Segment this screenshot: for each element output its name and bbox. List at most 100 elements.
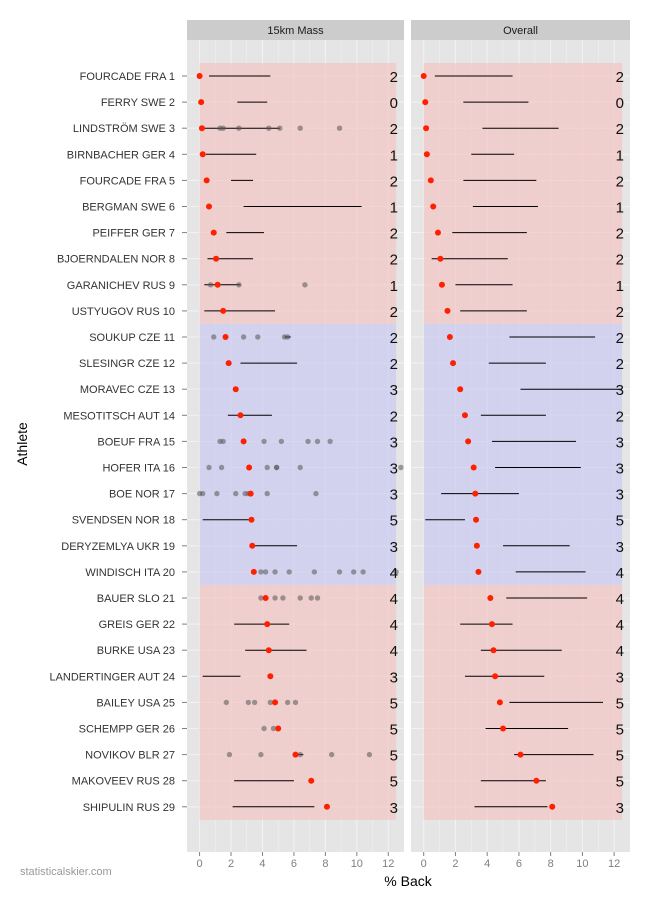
count-label: 2 <box>616 330 624 347</box>
count-label: 2 <box>616 173 624 190</box>
facet-strip <box>411 20 630 40</box>
count-label: 5 <box>616 774 624 791</box>
current-result-point <box>198 99 205 106</box>
past-result-point <box>327 438 333 445</box>
past-result-point <box>336 125 343 131</box>
count-label: 1 <box>390 278 398 295</box>
count-label: 3 <box>390 382 398 399</box>
count-label: 2 <box>390 356 398 373</box>
current-result-point <box>450 360 457 367</box>
x-tick-label: 0 <box>421 858 427 870</box>
past-result-point <box>292 699 299 706</box>
past-result-point <box>297 464 303 471</box>
past-result-point <box>297 751 303 758</box>
current-result-point <box>475 568 482 575</box>
count-label: 4 <box>616 643 624 660</box>
current-result-point <box>213 255 220 262</box>
count-label: 2 <box>616 252 624 269</box>
count-label: 2 <box>616 226 624 243</box>
past-result-point <box>264 490 270 497</box>
athlete-label: MAKOVEEV RUS 28 <box>72 776 175 788</box>
count-label: 5 <box>616 748 624 765</box>
past-result-point <box>245 699 252 706</box>
past-result-point <box>236 125 242 131</box>
current-result-point <box>210 229 217 236</box>
current-result-point <box>465 438 472 445</box>
count-label: 3 <box>390 461 398 478</box>
past-result-point <box>278 438 285 445</box>
past-result-point <box>366 751 373 758</box>
current-result-point <box>206 203 213 210</box>
current-result-point <box>220 307 227 314</box>
current-result-point <box>420 73 427 79</box>
count-label: 2 <box>390 226 398 243</box>
count-label: 5 <box>390 513 398 530</box>
count-label: 1 <box>390 200 398 217</box>
current-result-point <box>262 595 269 601</box>
past-result-point <box>280 595 286 601</box>
count-label: 3 <box>616 669 624 686</box>
count-label: 2 <box>616 69 624 86</box>
past-result-point <box>313 490 319 497</box>
past-result-point <box>270 725 277 732</box>
count-label: 4 <box>390 617 398 634</box>
past-result-point <box>267 699 274 706</box>
x-tick-label: 2 <box>228 858 234 870</box>
athlete-label: SCHEMPP GER 26 <box>79 724 175 736</box>
x-tick-label: 8 <box>322 858 328 870</box>
past-result-point <box>207 282 214 288</box>
current-result-point <box>422 99 429 106</box>
past-result-point <box>200 490 206 497</box>
current-result-point <box>549 803 556 810</box>
past-result-point <box>393 569 399 575</box>
current-result-point <box>444 307 451 314</box>
current-result-point <box>232 386 239 393</box>
current-result-point <box>473 542 480 549</box>
current-result-point <box>423 151 430 158</box>
athlete-labels: FOURCADE FRA 1 FERRY SWE 2 LINDSTRÖM SWE 3… <box>49 71 187 814</box>
athlete-label: SLESINGR CZE 12 <box>79 358 175 370</box>
current-result-point <box>461 412 468 419</box>
x-tick-label: 6 <box>291 858 297 870</box>
current-result-point <box>250 568 257 575</box>
past-result-point <box>284 699 291 706</box>
athlete-label: HOFER ITA 16 <box>102 463 175 475</box>
count-label: 0 <box>616 95 624 112</box>
past-result-point <box>206 464 212 471</box>
band-red <box>423 62 623 324</box>
past-result-point <box>297 125 303 131</box>
athlete-label: BURKE USA 23 <box>97 645 175 657</box>
count-label: 5 <box>616 695 624 712</box>
x-tick-label: 6 <box>516 858 522 870</box>
band-blue <box>423 323 623 585</box>
athlete-label: BIRNBACHER GER 4 <box>67 149 175 161</box>
count-label: 3 <box>616 539 624 556</box>
current-result-point <box>472 490 479 497</box>
past-result-point <box>218 464 225 471</box>
past-result-point <box>220 125 226 131</box>
current-result-point <box>438 281 445 288</box>
current-result-point <box>446 334 453 340</box>
count-label: 3 <box>616 487 624 504</box>
current-result-point <box>490 647 497 654</box>
count-label: 2 <box>616 121 624 138</box>
current-result-point <box>248 516 255 523</box>
current-result-point <box>196 73 203 79</box>
facet-strip <box>187 20 404 40</box>
current-result-point <box>434 229 441 236</box>
past-result-point <box>240 334 247 340</box>
count-label: 3 <box>390 800 398 817</box>
facet-strip-label: 15km Mass <box>267 25 324 37</box>
past-result-point <box>261 438 267 445</box>
athlete-label: MESOTITSCH AUT 14 <box>63 410 175 422</box>
current-result-point <box>470 464 477 471</box>
current-result-point <box>275 725 282 732</box>
athlete-label: GREIS GER 22 <box>99 619 175 631</box>
current-result-point <box>246 464 253 471</box>
count-label: 5 <box>390 748 398 765</box>
count-label: 5 <box>616 513 624 530</box>
